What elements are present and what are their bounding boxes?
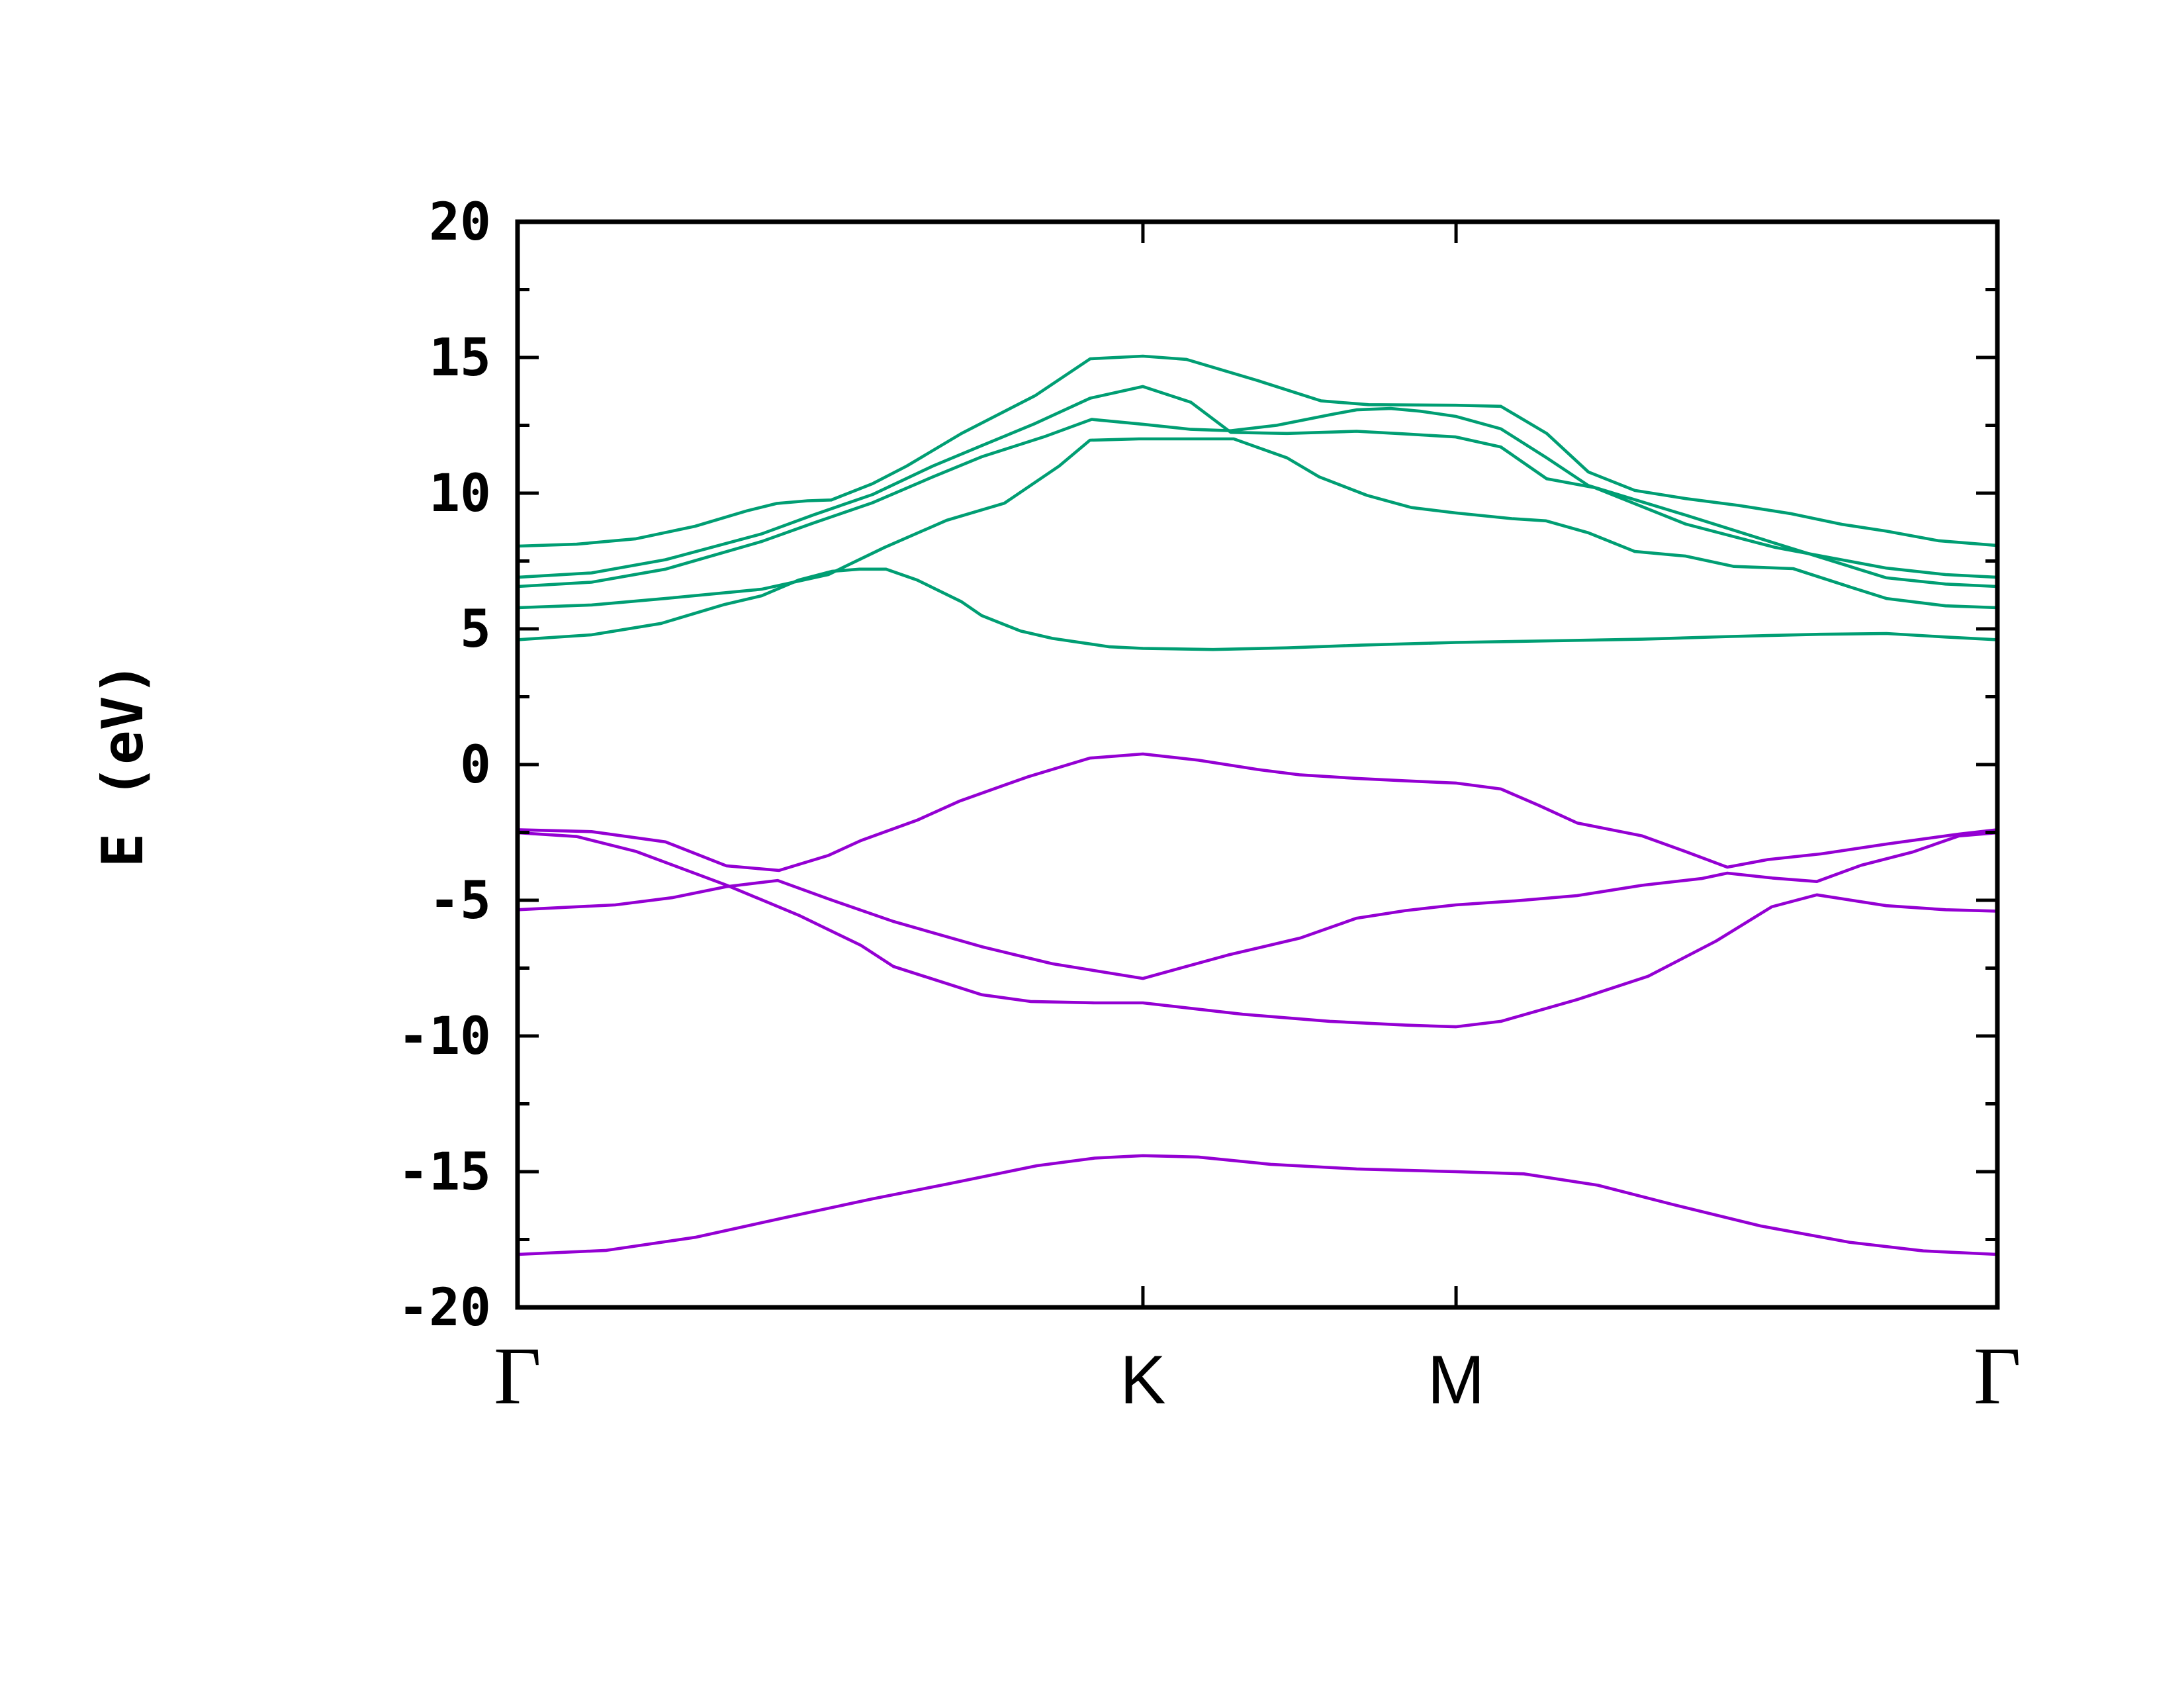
x-tick-label: K: [1120, 1342, 1165, 1419]
y-tick-label: -15: [398, 1143, 491, 1202]
y-tick-label: 0: [460, 735, 491, 795]
conduction-band-3-curve: [516, 406, 1999, 588]
y-axis-title: E (eV): [90, 662, 156, 868]
x-tick-label: Γ: [494, 1331, 541, 1421]
valence-band-1-curve: [516, 752, 1999, 872]
conduction-band-2-curve: [516, 385, 1999, 579]
y-tick-label: 15: [429, 328, 491, 388]
conduction-band-4-curve: [516, 437, 1999, 610]
x-tick-label: M: [1428, 1342, 1485, 1419]
valence-band-4-curve: [516, 1154, 1999, 1256]
y-tick-label: -20: [398, 1278, 491, 1338]
x-tick-label: Γ: [1974, 1331, 2021, 1421]
y-tick-label: 10: [429, 464, 491, 524]
conduction-band-1-curve: [516, 354, 1999, 548]
y-tick-label: -5: [429, 871, 491, 931]
y-tick-label: 20: [429, 193, 491, 252]
valence-band-3-curve: [516, 831, 1999, 980]
conduction-band-5-curve: [516, 567, 1999, 651]
y-tick-label: 5: [460, 600, 491, 659]
y-tick-label: -10: [398, 1007, 491, 1066]
valence-band-2-curve: [516, 831, 1999, 1029]
